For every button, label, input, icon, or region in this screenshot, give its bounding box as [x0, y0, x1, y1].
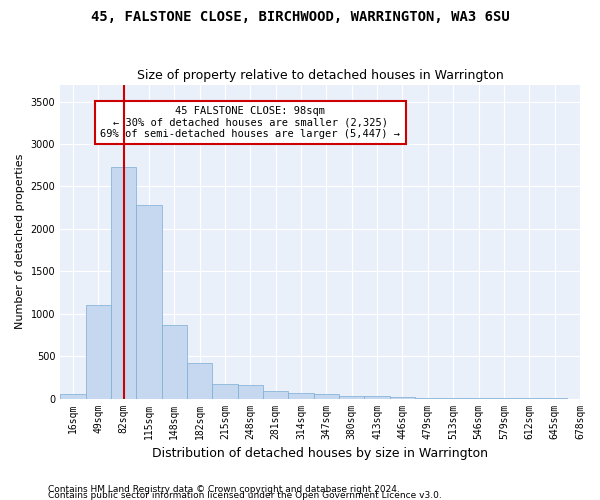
Bar: [111, 167, 136, 398]
Bar: [289, 393, 314, 398]
Text: Contains HM Land Registry data © Crown copyright and database right 2024.: Contains HM Land Registry data © Crown c…: [48, 484, 400, 494]
Text: 45 FALSTONE CLOSE: 98sqm
← 30% of detached houses are smaller (2,325)
69% of sem: 45 FALSTONE CLOSE: 98sqm ← 30% of detach…: [100, 106, 400, 139]
Bar: [263, 391, 289, 398]
Bar: [60, 394, 86, 398]
Bar: [212, 384, 238, 398]
Bar: [364, 396, 390, 398]
X-axis label: Distribution of detached houses by size in Warrington: Distribution of detached houses by size …: [152, 447, 488, 460]
Bar: [86, 305, 111, 398]
Bar: [136, 205, 161, 398]
Bar: [187, 363, 212, 398]
Text: Contains public sector information licensed under the Open Government Licence v3: Contains public sector information licen…: [48, 490, 442, 500]
Y-axis label: Number of detached properties: Number of detached properties: [15, 154, 25, 329]
Bar: [339, 396, 364, 398]
Bar: [314, 394, 339, 398]
Bar: [238, 385, 263, 398]
Text: 45, FALSTONE CLOSE, BIRCHWOOD, WARRINGTON, WA3 6SU: 45, FALSTONE CLOSE, BIRCHWOOD, WARRINGTO…: [91, 10, 509, 24]
Title: Size of property relative to detached houses in Warrington: Size of property relative to detached ho…: [137, 69, 503, 82]
Bar: [161, 324, 187, 398]
